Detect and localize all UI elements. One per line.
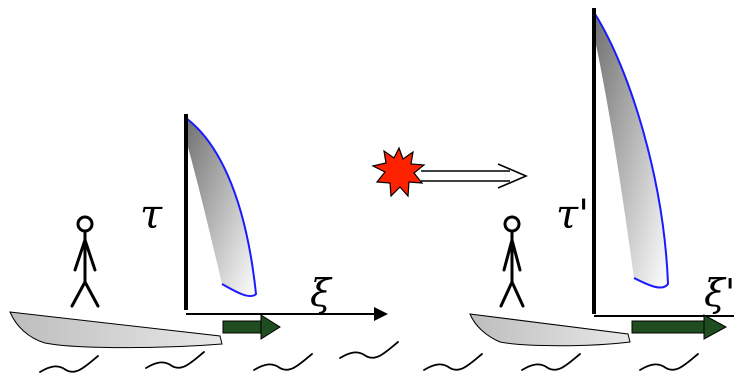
water-waves	[39, 341, 699, 373]
left-space-axis-label: ξ	[310, 271, 333, 315]
wave-icon	[339, 341, 399, 359]
left-motion-arrow-shaft	[222, 320, 262, 334]
left-space-axis-arrowhead	[374, 307, 388, 321]
right-boat-hull	[469, 313, 631, 347]
left-frame: τ ξ	[9, 114, 388, 349]
right-sail	[595, 14, 668, 288]
left-boat-hull	[9, 311, 223, 349]
wave-icon	[423, 353, 483, 371]
left-sail	[186, 118, 256, 297]
left-motion-arrow-head	[260, 314, 281, 340]
wave-icon	[639, 353, 699, 371]
explosion-star-icon	[371, 146, 426, 198]
right-space-axis-label: ξ'	[704, 271, 734, 315]
right-motion-arrow-head	[703, 314, 728, 340]
left-stick-figure-icon	[70, 215, 100, 308]
left-time-axis-label: τ	[140, 192, 163, 238]
wave-icon	[253, 353, 313, 371]
right-motion-arrow-shaft	[631, 320, 705, 334]
wave-icon	[145, 351, 205, 369]
double-arrow-icon	[421, 163, 529, 189]
wave-icon	[39, 355, 99, 373]
left-sail-edge	[185, 117, 258, 298]
right-time-axis-label: τ'	[556, 192, 589, 238]
transform-indicator	[371, 146, 529, 198]
wave-icon	[521, 353, 581, 371]
right-sail-edge	[594, 13, 670, 289]
right-stick-figure-icon	[499, 215, 525, 308]
right-frame: τ' ξ'	[469, 8, 734, 347]
